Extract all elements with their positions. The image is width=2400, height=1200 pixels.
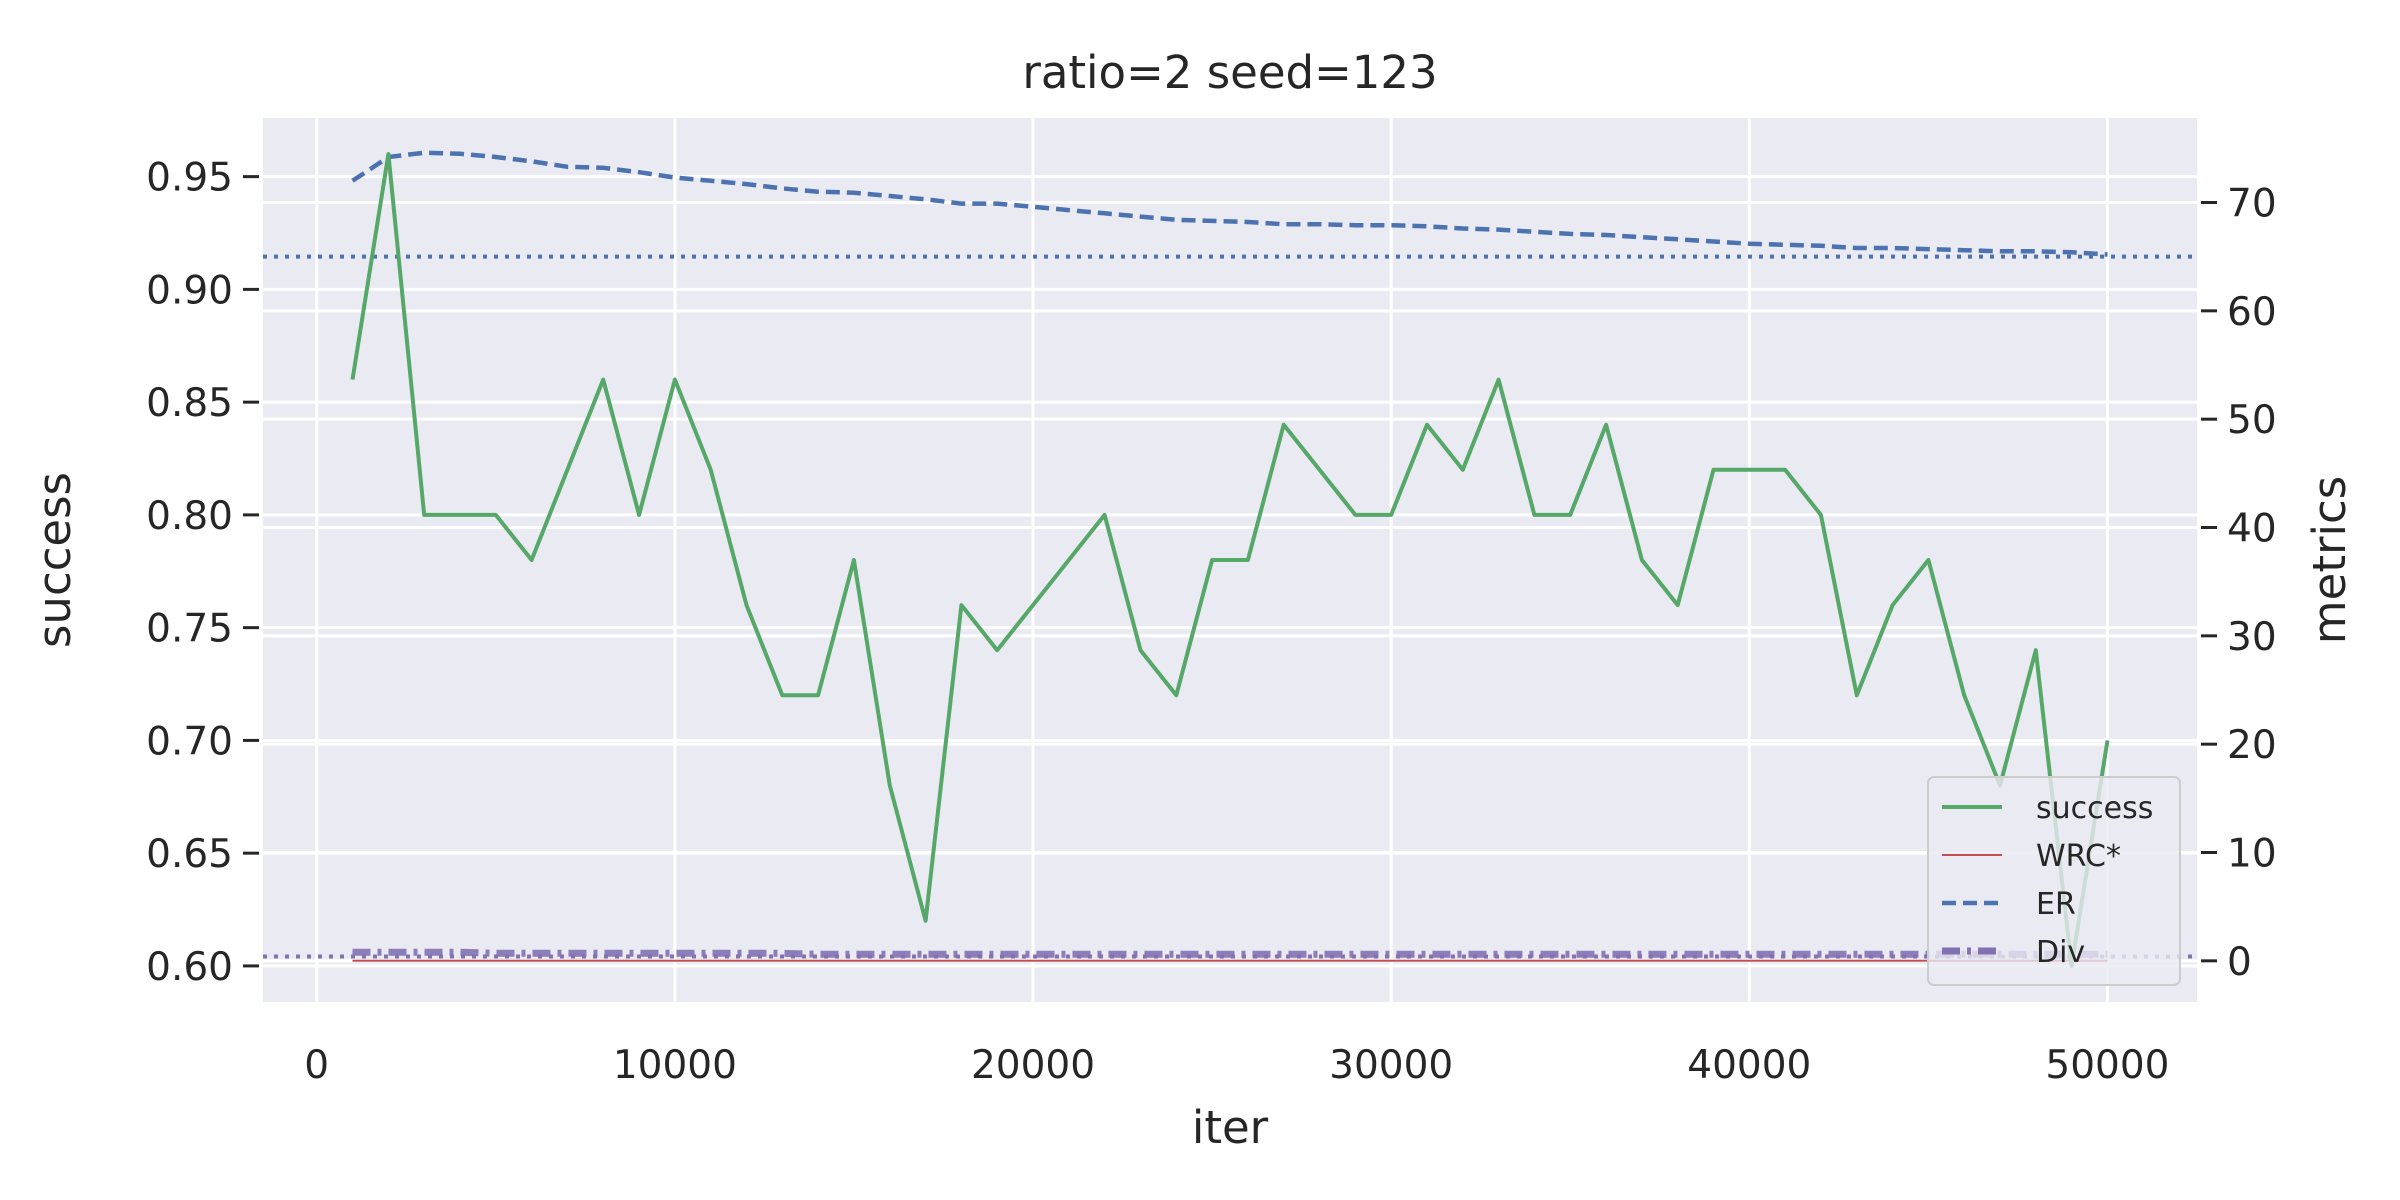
right-tick-label: 60 xyxy=(2227,290,2277,335)
right-tick-label: 70 xyxy=(2227,182,2277,227)
left-tick-label: 0.70 xyxy=(146,719,233,764)
x-tick-label: 30000 xyxy=(1329,1043,1453,1088)
series-line-er xyxy=(351,150,2108,257)
x-tick-label: 10000 xyxy=(613,1043,737,1088)
series-line-div xyxy=(352,948,2108,958)
legend-box xyxy=(1927,776,2181,986)
left-axis-title: success xyxy=(28,472,81,648)
right-tick-label: 0 xyxy=(2227,940,2252,985)
right-axis-title: metrics xyxy=(2303,476,2356,644)
right-tick-label: 30 xyxy=(2227,615,2277,660)
series-lines xyxy=(350,150,2110,968)
series-line-success xyxy=(350,152,2110,968)
right-axis-ticks: 0 10 20 30 40 50 60 70 xyxy=(2201,182,2277,985)
legend-label: Div xyxy=(2036,935,2085,970)
legend-label: success xyxy=(2036,791,2153,826)
x-tick-label: 20000 xyxy=(971,1043,1095,1088)
left-tick-label: 0.95 xyxy=(146,156,233,201)
x-axis-title: iter xyxy=(1192,1101,1269,1154)
left-tick-label: 0.65 xyxy=(146,832,233,877)
legend: success WRC* ER Div xyxy=(1927,776,2181,986)
legend-label: WRC* xyxy=(2036,839,2121,874)
x-tick-label: 0 xyxy=(304,1043,329,1088)
right-tick-label: 20 xyxy=(2227,723,2277,768)
left-tick-label: 0.80 xyxy=(146,494,233,539)
chart-title: ratio=2 seed=123 xyxy=(1022,46,1437,99)
legend-label: ER xyxy=(2036,887,2076,922)
x-tick-label: 50000 xyxy=(2045,1043,2169,1088)
x-tick-label: 40000 xyxy=(1687,1043,1811,1088)
left-axis-ticks: 0.60 0.65 0.70 0.75 0.80 0.85 0.90 0.95 xyxy=(146,156,259,990)
x-axis-ticks: 0 10000 20000 30000 40000 50000 xyxy=(304,1043,2169,1088)
left-tick-label: 0.85 xyxy=(146,381,233,426)
right-tick-label: 40 xyxy=(2227,507,2277,552)
right-tick-label: 10 xyxy=(2227,832,2277,877)
left-tick-label: 0.60 xyxy=(146,945,233,990)
left-tick-label: 0.90 xyxy=(146,268,233,313)
right-tick-label: 50 xyxy=(2227,398,2277,443)
left-tick-label: 0.75 xyxy=(146,607,233,652)
